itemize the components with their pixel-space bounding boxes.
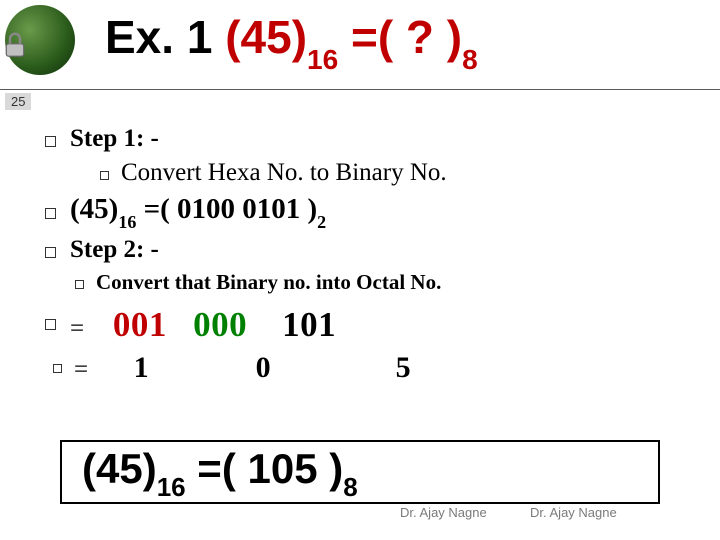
octal-c: 5 <box>396 351 411 384</box>
page-number: 25 <box>5 93 31 110</box>
title-expr-open: (45) <box>225 11 307 63</box>
title-sub1: 16 <box>307 44 338 75</box>
author-label: Dr. Ajay Nagne <box>400 505 487 520</box>
octal-b: 0 <box>256 351 271 384</box>
step1-label: Step 1: - <box>70 125 159 152</box>
eq1-mid: =( 0100 0101 ) <box>136 193 317 225</box>
slide-header: Ex. 1 (45)16 =( ? )8 <box>0 0 720 90</box>
step2-line: Step 2: - <box>45 236 685 264</box>
eq1-open: (45) <box>70 193 118 225</box>
step1-sub: Convert Hexa No. to Binary No. <box>45 159 685 187</box>
step1-text: Convert Hexa No. to Binary No. <box>121 159 447 186</box>
equation1-line: (45)16 =( 0100 0101 )2 <box>45 193 685 230</box>
triplet-b: 000 <box>193 305 247 344</box>
result-box: (45)16 =( 105 )8 <box>60 440 660 504</box>
result-sub2: 8 <box>343 472 357 502</box>
title-sub2: 8 <box>462 44 478 75</box>
bullet-icon <box>45 247 56 258</box>
bullet-icon <box>45 319 56 330</box>
result-expression: (45)16 =( 105 )8 <box>82 445 358 499</box>
bullet-icon <box>53 364 62 373</box>
triplet-eq: = <box>70 315 84 342</box>
octal-eq: = <box>74 356 88 383</box>
author-label: Dr. Ajay Nagne <box>530 505 617 520</box>
title-prefix: Ex. 1 <box>105 11 212 63</box>
slide-content: Step 1: - Convert Hexa No. to Binary No.… <box>45 125 685 391</box>
step2-text: Convert that Binary no. into Octal No. <box>96 270 441 294</box>
triplet-c: 101 <box>282 305 336 344</box>
title-expr-mid: =( ? ) <box>338 11 462 63</box>
step2-label: Step 2: - <box>70 236 159 263</box>
bullet-icon <box>75 280 84 289</box>
bullet-icon <box>100 171 109 180</box>
step1-line: Step 1: - <box>45 125 685 153</box>
logo <box>5 5 80 80</box>
triplet-a: 001 <box>113 305 167 344</box>
binary-triplets: = 001 000 101 <box>45 305 685 345</box>
octal-a: 1 <box>134 351 149 384</box>
bullet-icon <box>45 208 56 219</box>
lock-icon <box>0 30 30 60</box>
step2-sub: Convert that Binary no. into Octal No. <box>45 270 685 295</box>
result-sub1: 16 <box>157 472 186 502</box>
eq1-sub1: 16 <box>118 212 136 232</box>
eq1-sub2: 2 <box>317 212 326 232</box>
result-mid: =( 105 ) <box>186 445 344 492</box>
octal-digits: = 1 0 5 <box>45 351 685 385</box>
result-open: (45) <box>82 445 157 492</box>
bullet-icon <box>45 136 56 147</box>
slide-title: Ex. 1 (45)16 =( ? )8 <box>105 10 478 70</box>
